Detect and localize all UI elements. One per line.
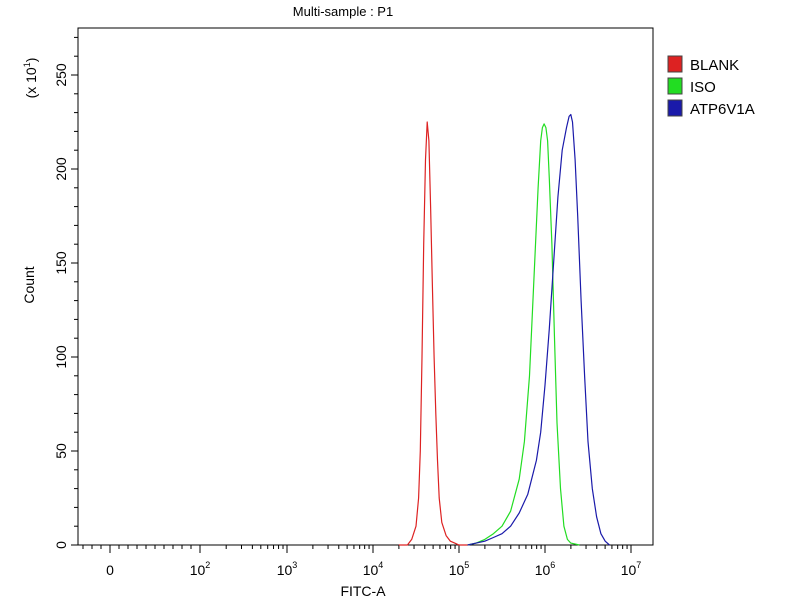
legend: BLANK ISO ATP6V1A (667, 55, 755, 118)
x-tick-label: 104 (363, 560, 384, 578)
x-tick-label: 106 (535, 560, 556, 578)
legend-label: ATP6V1A (690, 101, 755, 118)
y-axis-ticks: 0 50 100 150 200 250 (53, 36, 78, 549)
x-tick-label: 103 (277, 560, 298, 578)
chart-title: Multi-sample : P1 (293, 4, 393, 19)
y-tick-label: 250 (53, 63, 69, 87)
x-axis-ticks: 0 102 103 104 105 106 107 (82, 545, 642, 578)
y-multiplier-label: (x 101) (22, 58, 39, 99)
series-line-blank (398, 121, 468, 546)
x-tick-label: 105 (449, 560, 470, 578)
y-tick-label: 200 (53, 157, 69, 181)
y-tick-label: 50 (53, 443, 69, 459)
x-tick-label: 0 (106, 562, 114, 578)
legend-label: ISO (690, 79, 716, 96)
legend-swatch (667, 55, 683, 73)
series-line-iso (467, 123, 580, 546)
series-line-atp6v1a (467, 113, 610, 546)
x-tick-label: 107 (621, 560, 642, 578)
legend-label: BLANK (690, 57, 739, 74)
x-axis-label: FITC-A (340, 583, 386, 599)
y-axis-label: Count (21, 266, 37, 303)
plot-area (77, 27, 654, 546)
legend-swatch (667, 99, 683, 117)
x-tick-label: 102 (190, 560, 211, 578)
series-layer (398, 113, 610, 546)
legend-swatch (667, 77, 683, 95)
y-tick-label: 0 (53, 541, 69, 549)
y-tick-label: 150 (53, 251, 69, 275)
y-tick-label: 100 (53, 345, 69, 369)
